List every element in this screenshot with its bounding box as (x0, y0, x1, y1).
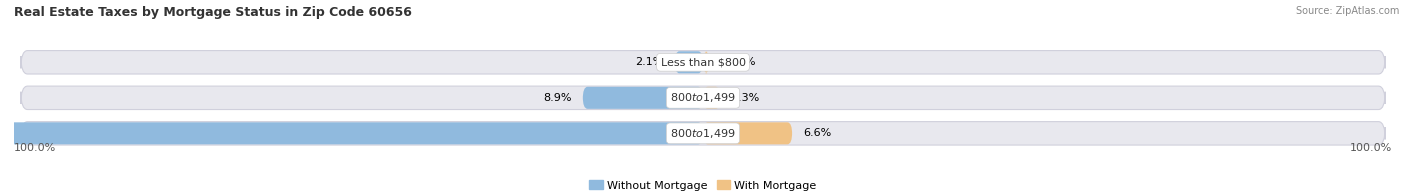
Text: 100.0%: 100.0% (1350, 142, 1392, 152)
Text: 100.0%: 100.0% (14, 142, 56, 152)
Text: 0.48%: 0.48% (720, 57, 756, 67)
FancyBboxPatch shape (582, 87, 703, 109)
Text: 8.9%: 8.9% (544, 93, 572, 103)
FancyBboxPatch shape (21, 122, 1385, 145)
FancyBboxPatch shape (703, 87, 720, 109)
Text: 6.6%: 6.6% (803, 128, 831, 138)
FancyBboxPatch shape (0, 122, 703, 144)
Text: 2.1%: 2.1% (636, 57, 664, 67)
FancyBboxPatch shape (21, 86, 1385, 110)
FancyBboxPatch shape (21, 51, 1385, 74)
Legend: Without Mortgage, With Mortgage: Without Mortgage, With Mortgage (585, 176, 821, 195)
Text: $800 to $1,499: $800 to $1,499 (671, 127, 735, 140)
Text: $800 to $1,499: $800 to $1,499 (671, 91, 735, 104)
Text: Real Estate Taxes by Mortgage Status in Zip Code 60656: Real Estate Taxes by Mortgage Status in … (14, 6, 412, 19)
Text: Source: ZipAtlas.com: Source: ZipAtlas.com (1295, 6, 1399, 16)
Text: Less than $800: Less than $800 (661, 57, 745, 67)
Text: 1.3%: 1.3% (731, 93, 759, 103)
FancyBboxPatch shape (675, 51, 703, 73)
FancyBboxPatch shape (703, 51, 710, 73)
FancyBboxPatch shape (703, 122, 792, 144)
